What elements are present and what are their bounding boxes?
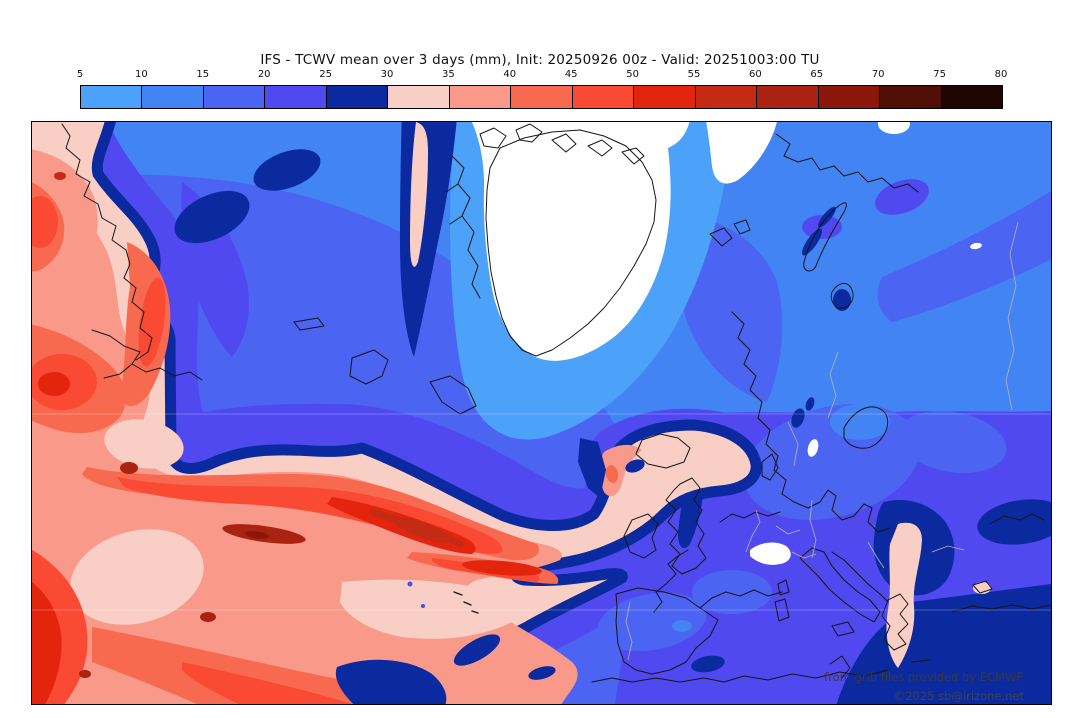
- colorbar-segment: [880, 86, 942, 108]
- colorbar-segment: [695, 86, 758, 108]
- colorbar-tick-label: 50: [626, 69, 639, 80]
- iceland-coastline: [635, 433, 691, 469]
- great-britain-coastline: [665, 477, 707, 575]
- moist-plume: [32, 122, 762, 704]
- colorbar-segment: [757, 86, 819, 108]
- ireland-coastline: [623, 513, 659, 559]
- novaya-zemlya-coastline: [803, 202, 847, 272]
- iberia-coastline: [615, 587, 719, 675]
- colorbar-tick-label: 20: [257, 69, 271, 80]
- colorbar-segment: [326, 86, 389, 108]
- colorbar-tick-label: 10: [135, 69, 148, 80]
- colorbar-segment: [81, 86, 143, 108]
- colorbar-segment: [572, 86, 635, 108]
- colorbar-tick-label: 80: [994, 69, 1008, 80]
- coastlines: [61, 123, 1051, 683]
- colorbar-segment: [449, 86, 512, 108]
- colorbar-segment: [203, 86, 266, 108]
- africa-coastline: [591, 669, 889, 683]
- greece-coastline: [881, 593, 909, 651]
- baffin-coastline: [445, 155, 481, 299]
- norway-coastline: [731, 311, 795, 503]
- italy-coastline: [799, 547, 881, 623]
- colorbar-tick-label: 35: [442, 69, 455, 80]
- colorbar-tick-label: 40: [503, 69, 517, 80]
- colorbar-segment: [265, 86, 327, 108]
- colorbar: [80, 85, 1003, 109]
- country-borders: [625, 221, 1019, 661]
- colorbar-tick-label: 60: [749, 69, 762, 80]
- colorbar-tick-label: 25: [319, 69, 332, 80]
- azores-islands: [453, 591, 479, 614]
- page-title: IFS - TCWV mean over 3 days (mm), Init: …: [260, 52, 820, 68]
- colorbar-tick-label: 75: [933, 69, 946, 80]
- watermark-copyright: ©2025 sb@irizone.net: [893, 689, 1024, 703]
- colorbar-segment: [634, 86, 696, 108]
- navy-band-features: [174, 122, 1051, 704]
- alps-dry-patch: [750, 542, 791, 565]
- colorbar-tick-labels: 5 10 15 20 25 30 35 40 45 50 55 60 65 70 75 80: [76, 69, 1008, 82]
- colorbar-tick-label: 65: [810, 69, 824, 80]
- watermark-ecmwf-credit: from grib files provided by ECMWF: [824, 670, 1023, 684]
- colorbar-tick-label: 70: [871, 69, 885, 80]
- tcwv-contour-field: [32, 122, 1051, 704]
- colorbar-segment: [388, 86, 450, 108]
- colorbar-segment: [511, 86, 573, 108]
- colorbar-tick-label: 45: [564, 69, 578, 80]
- below-threshold-white: [471, 122, 982, 565]
- colorbar-tick-label: 15: [196, 69, 210, 80]
- colorbar-tick-label: 30: [380, 69, 394, 80]
- newfoundland-coastline: [349, 349, 389, 385]
- labrador-coastline: [61, 123, 153, 361]
- colorbar-segment: [818, 86, 881, 108]
- graticule-lines: [32, 413, 1051, 611]
- colorbar-tick-label: 5: [76, 69, 84, 80]
- colorbar-segment: [941, 86, 1003, 108]
- colorbar-segment: [142, 86, 204, 108]
- east-med-navy: [836, 583, 1051, 704]
- greenland-coastline: [485, 129, 657, 357]
- colorbar-tick-label: 55: [687, 69, 701, 80]
- map-canvas: from grib files provided by ECMWF ©2025 …: [31, 121, 1052, 705]
- svalbard-coastline: [709, 219, 751, 247]
